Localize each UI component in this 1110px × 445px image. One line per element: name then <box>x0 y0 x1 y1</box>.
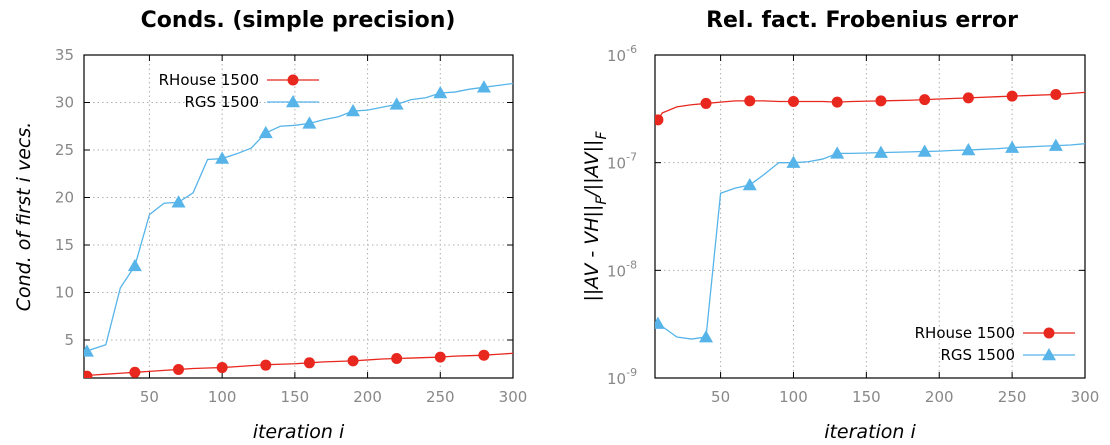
x-tick-label: 50 <box>711 388 730 406</box>
x-tick-label: 100 <box>779 388 808 406</box>
data-point-triangle <box>389 97 404 110</box>
x-tick-label: 250 <box>998 388 1027 406</box>
data-point-triangle <box>346 104 361 117</box>
data-point-circle <box>303 357 315 369</box>
data-point-circle <box>962 92 974 104</box>
plot-frame <box>83 54 514 379</box>
plot-frame <box>654 54 1086 379</box>
legend-label: RGS 1500 <box>184 93 259 111</box>
data-point-triangle <box>873 145 888 158</box>
y-tick-label: 25 <box>55 141 74 159</box>
data-point-circle <box>173 363 185 375</box>
legend-label: RHouse 1500 <box>915 324 1015 342</box>
y-axis-label: Cond. of first i vecs. <box>13 122 35 312</box>
x-tick-label: 200 <box>353 388 382 406</box>
series-rgs-1500 <box>655 138 1085 343</box>
data-point-triangle <box>742 178 757 191</box>
data-point-circle <box>287 74 299 86</box>
data-point-circle <box>391 353 403 365</box>
data-point-triangle <box>171 195 186 208</box>
y-tick-label: 10 <box>55 284 74 302</box>
x-tick-label: 200 <box>925 388 954 406</box>
data-point-circle <box>84 370 93 378</box>
data-point-circle <box>831 96 843 108</box>
data-point-triangle <box>917 144 932 157</box>
data-point-triangle <box>127 258 142 272</box>
data-point-triangle <box>830 146 845 159</box>
data-point-triangle <box>215 151 230 164</box>
y-tick-label: 35 <box>55 46 74 64</box>
y-axis-label: ||AV - VH||F/||AV||F <box>581 131 610 302</box>
y-tick-label: 5 <box>64 331 74 349</box>
y-tick-label: 30 <box>55 94 74 112</box>
y-tick-label: 20 <box>55 189 74 207</box>
data-point-triangle <box>302 116 317 129</box>
data-point-circle <box>1043 327 1055 339</box>
y-tick-label: 10-9 <box>607 366 637 388</box>
data-point-circle <box>129 366 141 378</box>
data-point-triangle <box>699 330 714 343</box>
chart-title: Conds. (simple precision) <box>141 8 456 33</box>
data-point-triangle <box>1005 140 1020 153</box>
data-point-circle <box>260 359 272 371</box>
data-point-triangle <box>476 80 491 93</box>
x-tick-label: 150 <box>281 388 310 406</box>
data-point-circle <box>875 95 887 107</box>
data-point-triangle <box>84 344 94 357</box>
x-tick-label: 300 <box>499 388 528 406</box>
x-tick-label: 50 <box>140 388 159 406</box>
legend: RHouse 1500 RGS 1500 <box>159 71 319 111</box>
data-point-circle <box>1050 88 1062 100</box>
series-line <box>657 91 1085 121</box>
data-point-triangle <box>961 143 976 156</box>
legend-label: RGS 1500 <box>940 346 1015 364</box>
data-point-circle <box>787 95 799 107</box>
data-point-triangle <box>1042 348 1056 361</box>
series-line <box>657 143 1085 340</box>
data-point-triangle <box>286 95 300 108</box>
data-point-circle <box>434 351 446 363</box>
x-tick-label: 300 <box>1071 388 1100 406</box>
series-line <box>86 82 513 352</box>
y-tick-label: 10-6 <box>607 43 637 65</box>
series-rhouse-1500 <box>655 88 1085 126</box>
y-tick-label: 10-7 <box>607 151 637 173</box>
data-point-circle <box>919 94 931 106</box>
data-point-circle <box>478 349 490 361</box>
data-point-triangle <box>433 86 448 99</box>
series-line <box>84 352 513 377</box>
chart-2: 50 100 150 200 250 300 10-9 10-8 10-7 10-6 Rel. fa… <box>581 8 1099 443</box>
data-point-triangle <box>786 155 801 168</box>
data-point-circle <box>347 355 359 367</box>
x-tick-label: 250 <box>426 388 455 406</box>
data-point-circle <box>216 362 228 374</box>
x-tick-label: 100 <box>208 388 237 406</box>
data-point-circle <box>700 97 712 109</box>
data-point-circle <box>655 114 664 126</box>
y-tick-label: 10-8 <box>607 258 637 280</box>
y-tick-label: 15 <box>55 236 74 254</box>
data-point-circle <box>744 95 756 107</box>
x-tick-label: 150 <box>852 388 881 406</box>
legend: RHouse 1500 RGS 1500 <box>915 324 1075 364</box>
series-rgs-1500 <box>84 80 513 357</box>
series-rhouse-1500 <box>84 349 513 378</box>
chart-1: 50 100 150 200 250 300 5 10 15 20 25 30 35 Conds. (si… <box>13 8 527 443</box>
data-point-circle <box>1006 90 1018 102</box>
data-point-triangle <box>258 125 273 139</box>
legend-label: RHouse 1500 <box>159 71 259 89</box>
data-point-triangle <box>1048 138 1063 151</box>
data-point-triangle <box>655 316 665 329</box>
x-axis-label: iteration i <box>824 421 916 443</box>
x-axis-label: iteration i <box>253 421 345 443</box>
chart-title: Rel. fact. Frobenius error <box>706 8 1018 33</box>
